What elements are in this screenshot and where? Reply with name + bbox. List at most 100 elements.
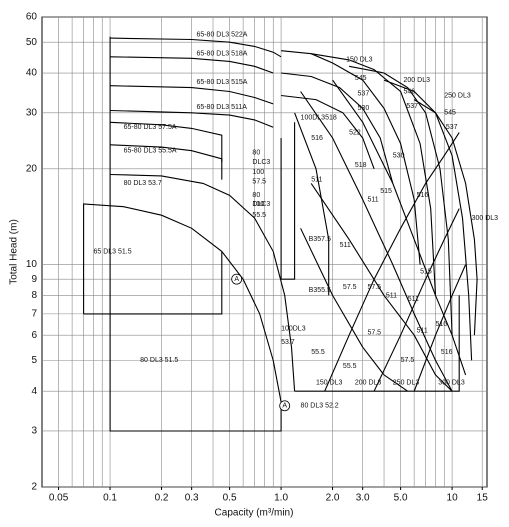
curve-label: 300 DL3 — [472, 215, 499, 222]
x-tick-label: 0.05 — [49, 493, 69, 504]
pump-curve — [294, 112, 330, 296]
y-tick-label: 40 — [26, 68, 38, 79]
y-tick-label: 20 — [26, 163, 38, 174]
pump-curve — [281, 50, 421, 265]
pump-curve — [300, 91, 453, 392]
x-tick-label: 1.0 — [274, 493, 288, 504]
curve-label: 250 DL3 — [444, 92, 471, 99]
curve-label: DLC3 — [252, 159, 270, 166]
curve-label: B355.5 — [309, 287, 331, 294]
curve-label: 530 — [393, 152, 405, 159]
y-tick-label: 8 — [31, 290, 37, 301]
pump-curve — [324, 132, 460, 392]
y-tick-label: 60 — [26, 12, 38, 23]
pump-curve — [281, 72, 394, 184]
curve-label: 65-80 DL3 522A — [196, 32, 247, 39]
pump-curve — [310, 183, 453, 392]
curve-label: 80 — [252, 149, 260, 156]
curve-label: 537 — [446, 124, 458, 131]
curve-label: 57.5 — [252, 179, 266, 186]
curve-label: 100 — [252, 169, 264, 176]
curve-label: 516 — [436, 321, 448, 328]
curve-label: 516 — [441, 349, 453, 356]
curve-label: 537 — [358, 90, 370, 97]
x-tick-label: 0.1 — [103, 493, 117, 504]
curve-label: 511 — [386, 292, 397, 299]
curve-label: 80 DL3 53.7 — [124, 180, 162, 187]
pump-curve — [110, 109, 274, 128]
y-tick-label: 2 — [31, 482, 37, 493]
curve-label: 545 — [444, 110, 456, 117]
curve-label: 516 — [417, 192, 429, 199]
curve-label: 200 DL3 — [404, 77, 431, 84]
y-tick-label: 3 — [31, 426, 37, 437]
curve-label: 537 — [406, 103, 418, 110]
curve-label: 511 — [340, 242, 351, 249]
x-tick-label: 10 — [447, 493, 459, 504]
x-tick-label: 0.5 — [223, 493, 237, 504]
y-tick-label: 9 — [31, 274, 37, 285]
curve-label: 80 DL3 52.2 — [301, 403, 339, 410]
curve-label: 516 — [311, 135, 323, 142]
pump-curve — [110, 144, 223, 180]
pump-curve — [332, 79, 467, 376]
pump-curve — [110, 173, 296, 392]
label-circle — [279, 400, 291, 412]
pump-curve — [280, 122, 296, 280]
pump-curve — [110, 56, 274, 74]
pump-curve — [109, 36, 282, 432]
curve-label: 200 DL3 — [355, 380, 382, 387]
y-tick-label: 4 — [31, 386, 37, 397]
curve-label: 57.5 — [401, 357, 415, 364]
pump-curve — [300, 228, 409, 392]
pump-curve — [373, 208, 460, 392]
curve-label: 515 — [420, 269, 432, 276]
curve-label: 65-80 DL3 511A — [196, 104, 247, 111]
y-tick-label: 30 — [26, 107, 38, 118]
y-tick-label: 6 — [31, 330, 37, 341]
pump-curve — [383, 79, 473, 361]
curve-label: 511 — [311, 176, 322, 183]
y-tick-label: 10 — [26, 259, 38, 270]
pump-curve — [83, 203, 223, 315]
curve-label: 55.5 — [252, 212, 266, 219]
curve-label: 250 DL3 — [393, 380, 420, 387]
curve-label: 65-80 DL3 515A — [196, 79, 247, 86]
curve-label: DLC3 — [252, 201, 270, 208]
curve-label: 300 DL3 — [438, 380, 465, 387]
pump-curve — [110, 121, 223, 163]
x-axis-label: Capacity (m³/min) — [215, 508, 294, 519]
pump-curve — [311, 53, 437, 296]
curve-label: A — [234, 276, 239, 283]
curve-label: 522 — [349, 129, 361, 136]
curve-label: 80 DL3 51.5 — [140, 357, 178, 364]
curve-label: 546 — [404, 88, 416, 95]
curve-label: 55.5 — [343, 363, 357, 370]
curve-label: 150 DL3 — [346, 57, 373, 64]
curve-label: 65 DL3 51.5 — [93, 248, 131, 255]
curve-label: 53.7 — [281, 339, 295, 346]
x-tick-label: 0.3 — [185, 493, 199, 504]
curve-label: 515 — [380, 188, 392, 195]
curve-label: 65-80 DL3 518A — [196, 51, 247, 58]
label-circle — [231, 273, 243, 285]
curve-label: 57.5 — [343, 284, 357, 291]
curve-label: 530 — [358, 105, 370, 112]
y-tick-label: 50 — [26, 37, 38, 48]
y-tick-label: 7 — [31, 309, 37, 320]
x-tick-label: 5.0 — [394, 493, 408, 504]
pump-curve — [348, 65, 453, 336]
curve-label: 65-80 DL3 55.5A — [124, 148, 177, 155]
pump-curve — [294, 295, 460, 392]
curve-label: A — [282, 403, 287, 410]
curve-label: 511 — [417, 327, 428, 334]
pump-curve — [413, 99, 478, 336]
curve-label: 80 — [252, 192, 260, 199]
pump-curve — [413, 264, 467, 392]
curve-label: 65-80 DL3 57.5A — [124, 124, 177, 131]
curve-label: 57.5 — [367, 330, 381, 337]
curve-label: B357.5 — [309, 236, 331, 243]
curve-label: 55.5 — [311, 349, 325, 356]
